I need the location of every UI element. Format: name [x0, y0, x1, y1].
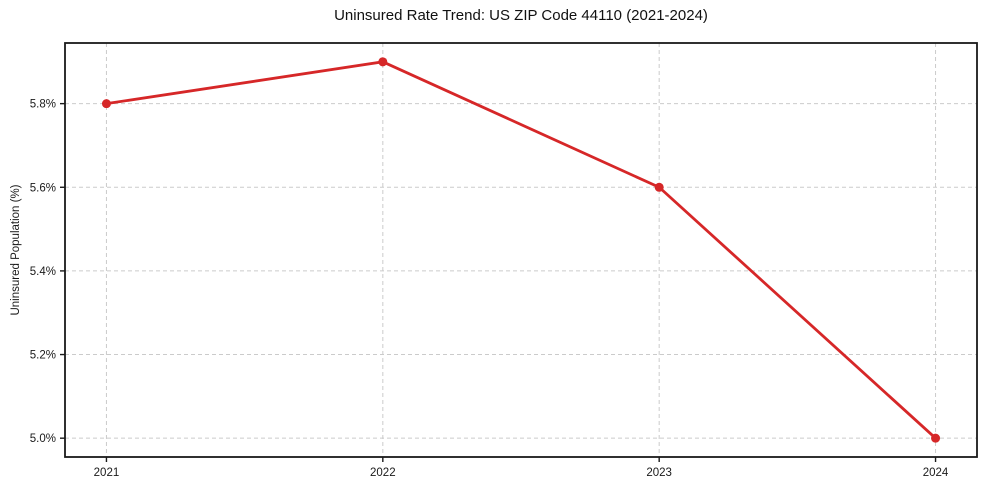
y-tick-label: 5.8%	[30, 99, 56, 111]
y-tick-label: 5.0%	[30, 433, 56, 445]
x-tick-label: 2022	[370, 467, 396, 479]
data-point-marker	[101, 99, 111, 109]
data-point-marker	[378, 57, 388, 67]
y-tick-label: 5.2%	[30, 350, 56, 362]
y-tick-label: 5.6%	[30, 182, 56, 194]
tick-marks	[60, 102, 937, 462]
series-uninsured-rate	[101, 57, 941, 443]
axes-frame	[64, 42, 978, 458]
trend-line	[105, 60, 937, 440]
y-tick-label: 5.4%	[30, 266, 56, 278]
y-tick-labels: 5.0% 5.2% 5.4% 5.6% 5.8%	[30, 99, 56, 446]
data-point-marker	[931, 433, 941, 443]
chart-title: Uninsured Rate Trend: US ZIP Code 44110 …	[334, 7, 708, 24]
x-tick-label: 2021	[94, 467, 120, 479]
data-point-marker	[654, 182, 664, 192]
gridlines	[65, 43, 977, 457]
x-tick-labels: 2021 2022 2023 2024	[94, 467, 949, 479]
x-tick-label: 2023	[646, 467, 672, 479]
x-tick-label: 2024	[923, 467, 949, 479]
